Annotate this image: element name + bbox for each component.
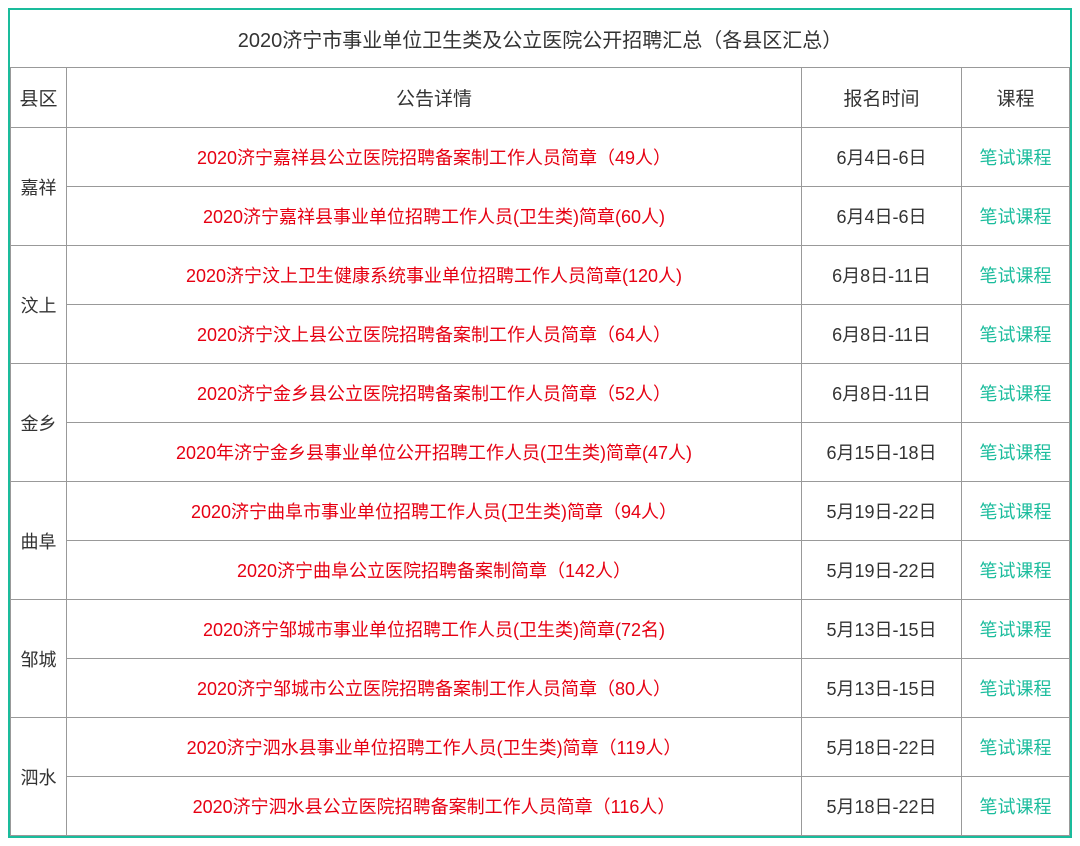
date-cell: 5月19日-22日	[802, 541, 962, 600]
table-row: 泗水2020济宁泗水县事业单位招聘工作人员(卫生类)简章（119人）5月18日-…	[11, 718, 1070, 777]
table-title: 2020济宁市事业单位卫生类及公立医院公开招聘汇总（各县区汇总）	[11, 10, 1070, 68]
course-link[interactable]: 笔试课程	[980, 620, 1052, 640]
course-cell: 笔试课程	[962, 600, 1070, 659]
county-cell: 汶上	[11, 246, 67, 364]
table-row: 2020济宁嘉祥县事业单位招聘工作人员(卫生类)简章(60人) 6月4日-6日笔试…	[11, 187, 1070, 246]
detail-cell: 2020济宁汶上卫生健康系统事业单位招聘工作人员简章(120人)	[67, 246, 802, 305]
course-cell: 笔试课程	[962, 659, 1070, 718]
date-cell: 5月18日-22日	[802, 777, 962, 836]
detail-cell: 2020济宁嘉祥县事业单位招聘工作人员(卫生类)简章(60人)	[67, 187, 802, 246]
detail-cell: 2020济宁邹城市公立医院招聘备案制工作人员简章（80人）	[67, 659, 802, 718]
detail-cell: 2020济宁泗水县公立医院招聘备案制工作人员简章（116人）	[67, 777, 802, 836]
course-cell: 笔试课程	[962, 364, 1070, 423]
date-cell: 6月8日-11日	[802, 305, 962, 364]
date-cell: 6月8日-11日	[802, 364, 962, 423]
county-cell: 邹城	[11, 600, 67, 718]
header-date: 报名时间	[802, 68, 962, 128]
date-cell: 6月4日-6日	[802, 128, 962, 187]
header-course: 课程	[962, 68, 1070, 128]
table-row: 邹城2020济宁邹城市事业单位招聘工作人员(卫生类)简章(72名)5月13日-1…	[11, 600, 1070, 659]
date-cell: 6月8日-11日	[802, 246, 962, 305]
date-cell: 5月13日-15日	[802, 659, 962, 718]
course-cell: 笔试课程	[962, 128, 1070, 187]
announcement-link[interactable]: 2020济宁泗水县事业单位招聘工作人员(卫生类)简章（119人）	[187, 738, 682, 758]
county-cell: 嘉祥	[11, 128, 67, 246]
announcement-link[interactable]: 2020济宁曲阜市事业单位招聘工作人员(卫生类)简章（94人）	[191, 502, 677, 522]
course-link[interactable]: 笔试课程	[980, 561, 1052, 581]
table-row: 汶上2020济宁汶上卫生健康系统事业单位招聘工作人员简章(120人)6月8日-1…	[11, 246, 1070, 305]
table-row: 2020年济宁金乡县事业单位公开招聘工作人员(卫生类)简章(47人) 6月15日-…	[11, 423, 1070, 482]
course-link[interactable]: 笔试课程	[980, 207, 1052, 227]
detail-cell: 2020济宁汶上县公立医院招聘备案制工作人员简章（64人）	[67, 305, 802, 364]
course-link[interactable]: 笔试课程	[980, 443, 1052, 463]
course-link[interactable]: 笔试课程	[980, 384, 1052, 404]
detail-cell: 2020济宁曲阜市事业单位招聘工作人员(卫生类)简章（94人）	[67, 482, 802, 541]
table-row: 2020济宁曲阜公立医院招聘备案制简章（142人） 5月19日-22日笔试课程	[11, 541, 1070, 600]
announcement-link[interactable]: 2020济宁嘉祥县公立医院招聘备案制工作人员简章（49人）	[197, 148, 671, 168]
announcement-link[interactable]: 2020年济宁金乡县事业单位公开招聘工作人员(卫生类)简章(47人)	[176, 443, 692, 463]
detail-cell: 2020济宁金乡县公立医院招聘备案制工作人员简章（52人）	[67, 364, 802, 423]
course-cell: 笔试课程	[962, 246, 1070, 305]
course-link[interactable]: 笔试课程	[980, 738, 1052, 758]
course-link[interactable]: 笔试课程	[980, 325, 1052, 345]
announcement-link[interactable]: 2020济宁汶上县公立医院招聘备案制工作人员简章（64人）	[197, 325, 671, 345]
announcement-link[interactable]: 2020济宁曲阜公立医院招聘备案制简章（142人）	[237, 561, 631, 581]
detail-cell: 2020济宁邹城市事业单位招聘工作人员(卫生类)简章(72名)	[67, 600, 802, 659]
detail-cell: 2020济宁嘉祥县公立医院招聘备案制工作人员简章（49人）	[67, 128, 802, 187]
table-row: 金乡2020济宁金乡县公立医院招聘备案制工作人员简章（52人）6月8日-11日笔…	[11, 364, 1070, 423]
announcement-link[interactable]: 2020济宁泗水县公立医院招聘备案制工作人员简章（116人）	[193, 797, 676, 817]
header-detail: 公告详情	[67, 68, 802, 128]
announcement-link[interactable]: 2020济宁金乡县公立医院招聘备案制工作人员简章（52人）	[197, 384, 671, 404]
date-cell: 6月15日-18日	[802, 423, 962, 482]
recruitment-table: 2020济宁市事业单位卫生类及公立医院公开招聘汇总（各县区汇总） 县区 公告详情…	[10, 10, 1070, 836]
announcement-link[interactable]: 2020济宁汶上卫生健康系统事业单位招聘工作人员简章(120人)	[186, 266, 682, 286]
course-link[interactable]: 笔试课程	[980, 797, 1052, 817]
table-row: 2020济宁邹城市公立医院招聘备案制工作人员简章（80人） 5月13日-15日笔试…	[11, 659, 1070, 718]
table-row: 嘉祥2020济宁嘉祥县公立医院招聘备案制工作人员简章（49人）6月4日-6日笔试…	[11, 128, 1070, 187]
header-county: 县区	[11, 68, 67, 128]
date-cell: 5月13日-15日	[802, 600, 962, 659]
course-link[interactable]: 笔试课程	[980, 679, 1052, 699]
table-row: 曲阜2020济宁曲阜市事业单位招聘工作人员(卫生类)简章（94人）5月19日-2…	[11, 482, 1070, 541]
detail-cell: 2020济宁泗水县事业单位招聘工作人员(卫生类)简章（119人）	[67, 718, 802, 777]
announcement-link[interactable]: 2020济宁邹城市事业单位招聘工作人员(卫生类)简章(72名)	[203, 620, 665, 640]
county-cell: 泗水	[11, 718, 67, 836]
announcement-link[interactable]: 2020济宁邹城市公立医院招聘备案制工作人员简章（80人）	[197, 679, 671, 699]
course-cell: 笔试课程	[962, 718, 1070, 777]
detail-cell: 2020济宁曲阜公立医院招聘备案制简章（142人）	[67, 541, 802, 600]
course-link[interactable]: 笔试课程	[980, 148, 1052, 168]
announcement-link[interactable]: 2020济宁嘉祥县事业单位招聘工作人员(卫生类)简章(60人)	[203, 207, 665, 227]
detail-cell: 2020年济宁金乡县事业单位公开招聘工作人员(卫生类)简章(47人)	[67, 423, 802, 482]
table-body: 嘉祥2020济宁嘉祥县公立医院招聘备案制工作人员简章（49人）6月4日-6日笔试…	[11, 128, 1070, 836]
course-link[interactable]: 笔试课程	[980, 502, 1052, 522]
course-cell: 笔试课程	[962, 305, 1070, 364]
table-header-row: 县区 公告详情 报名时间 课程	[11, 68, 1070, 128]
course-cell: 笔试课程	[962, 541, 1070, 600]
county-cell: 金乡	[11, 364, 67, 482]
course-cell: 笔试课程	[962, 777, 1070, 836]
date-cell: 5月19日-22日	[802, 482, 962, 541]
course-cell: 笔试课程	[962, 482, 1070, 541]
county-cell: 曲阜	[11, 482, 67, 600]
course-cell: 笔试课程	[962, 423, 1070, 482]
course-cell: 笔试课程	[962, 187, 1070, 246]
table-row: 2020济宁泗水县公立医院招聘备案制工作人员简章（116人） 5月18日-22日笔…	[11, 777, 1070, 836]
table-row: 2020济宁汶上县公立医院招聘备案制工作人员简章（64人） 6月8日-11日笔试课…	[11, 305, 1070, 364]
date-cell: 5月18日-22日	[802, 718, 962, 777]
date-cell: 6月4日-6日	[802, 187, 962, 246]
recruitment-table-wrapper: 2020济宁市事业单位卫生类及公立医院公开招聘汇总（各县区汇总） 县区 公告详情…	[8, 8, 1072, 838]
table-title-row: 2020济宁市事业单位卫生类及公立医院公开招聘汇总（各县区汇总）	[11, 10, 1070, 68]
course-link[interactable]: 笔试课程	[980, 266, 1052, 286]
